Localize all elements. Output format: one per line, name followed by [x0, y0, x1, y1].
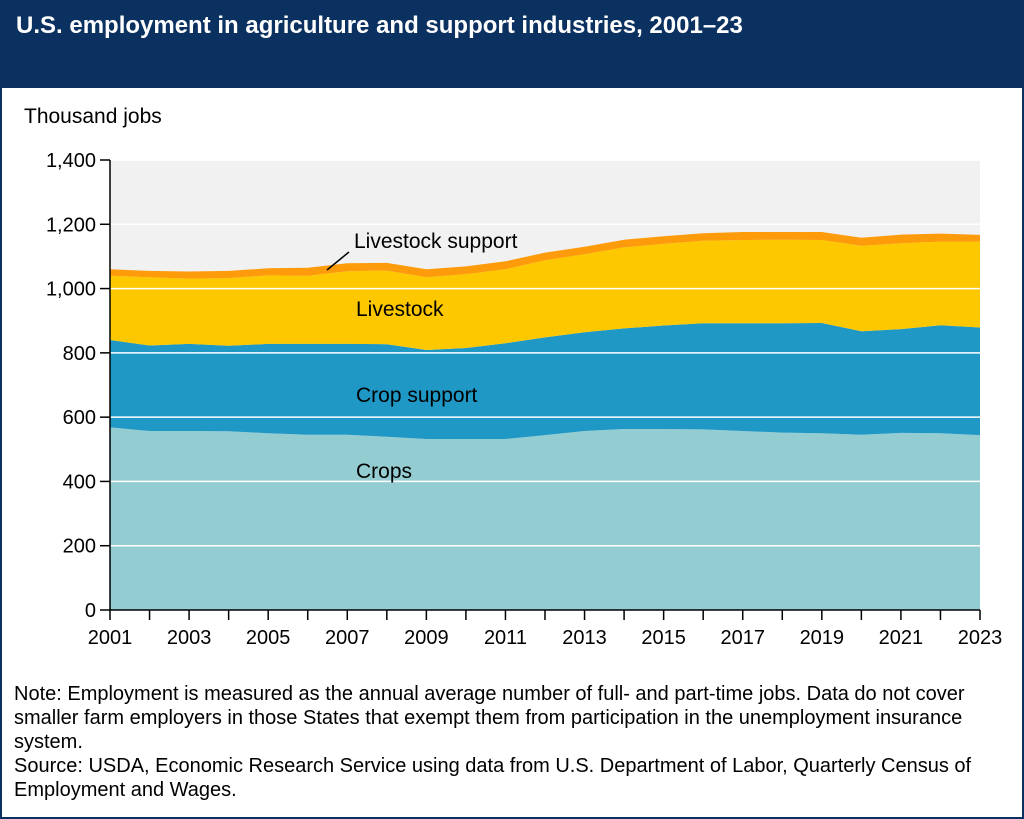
notes-block: Note: Employment is measured as the annu… [14, 682, 1014, 802]
series-label-livestock-support: Livestock support [354, 230, 518, 253]
series-label-crop-support: Crop support [356, 384, 478, 407]
series-label-crops: Crops [356, 460, 412, 483]
area-livestock [110, 239, 980, 350]
x-tick-label: 2007 [325, 627, 370, 649]
livestock-support-leader-line [326, 251, 350, 271]
x-tick-label: 2013 [562, 627, 607, 649]
note-text: Note: Employment is measured as the annu… [14, 683, 965, 753]
x-tick-label: 2015 [641, 627, 686, 649]
series-label-livestock: Livestock [356, 298, 444, 321]
area-crops [110, 427, 980, 610]
y-tick-label: 1,400 [46, 150, 96, 172]
y-tick-label: 800 [63, 343, 96, 365]
y-tick-label: 400 [63, 471, 96, 493]
y-tick-label: 600 [63, 407, 96, 429]
x-tick-label: 2001 [88, 627, 133, 649]
y-tick-label: 1,000 [46, 279, 96, 301]
x-tick-label: 2019 [800, 627, 845, 649]
area-chart: 0 200 400 600 800 1,000 1,200 1,400 2001 2003 2005… [46, 150, 1003, 649]
x-tick-label: 2021 [879, 627, 924, 649]
source-text: Source: USDA, Economic Research Service … [14, 755, 972, 801]
y-tick-label: 1,200 [46, 214, 96, 236]
area-livestock-support [110, 232, 980, 279]
y-tick-label: 200 [63, 536, 96, 558]
chart-title: U.S. employment in agriculture and suppo… [16, 12, 743, 39]
title-bar: U.S. employment in agriculture and suppo… [2, 2, 1022, 88]
x-tick-label: 2023 [958, 627, 1003, 649]
x-tick-label: 2003 [167, 627, 212, 649]
x-tick-label: 2009 [404, 627, 449, 649]
x-tick-label: 2005 [246, 627, 291, 649]
x-tick-label: 2017 [720, 627, 765, 649]
x-tick-label: 2011 [484, 627, 527, 649]
area-crop-support [110, 323, 980, 439]
y-axis-unit-label: Thousand jobs [24, 105, 162, 128]
y-tick-label: 0 [85, 600, 96, 622]
